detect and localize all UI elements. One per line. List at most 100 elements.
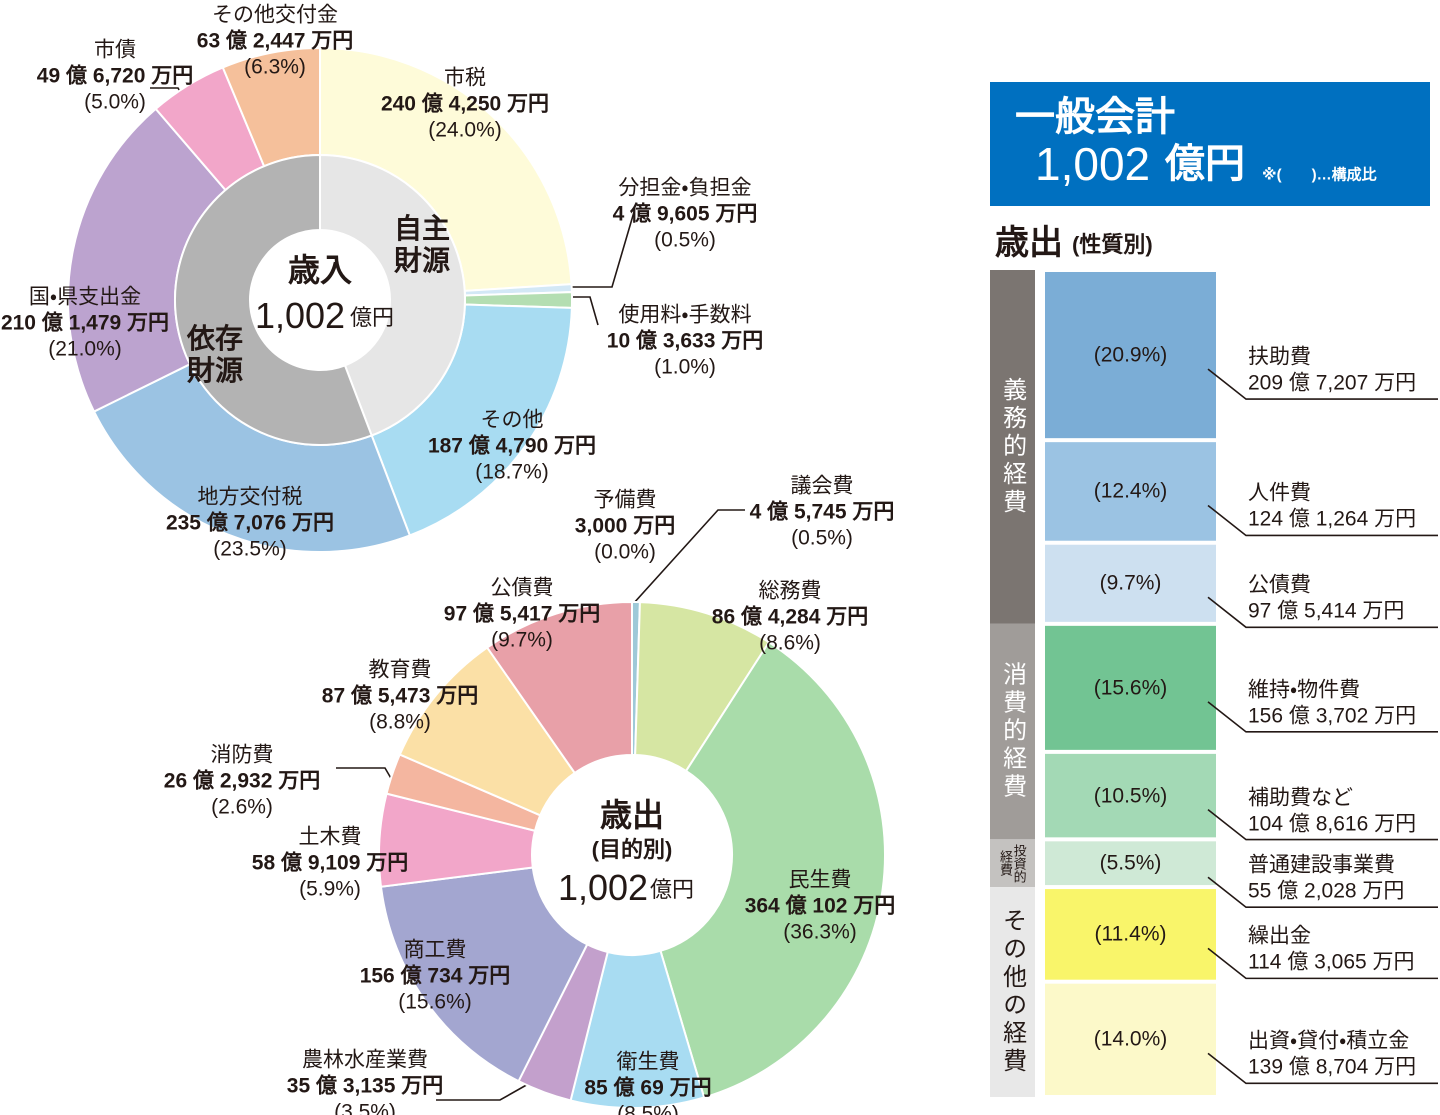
leader-line (1207, 504, 1438, 537)
header-title: 一般会計 (1015, 95, 1175, 139)
slice-amount: 187 億 4,790 万円 (427, 434, 597, 458)
bar-amount: 156 億 3,702 万円 (1248, 704, 1417, 728)
ring-label: 依存財源 (186, 322, 244, 386)
center-subtitle: (目的別) (591, 837, 673, 862)
slice-amount: 4 億 9,605 万円 (612, 202, 758, 226)
leader-line (1207, 808, 1438, 841)
slice-percent: (0.0%) (594, 540, 656, 564)
group-band (990, 839, 1035, 888)
group-label: 投資的経費 (998, 843, 1027, 883)
slice-amount: 4 億 5,745 万円 (749, 500, 895, 524)
group-band (990, 623, 1035, 840)
slice-percent: (8.5%) (617, 1102, 679, 1115)
slice-name: 予備費 (593, 488, 657, 512)
slice-percent: (23.5%) (213, 537, 287, 561)
slice-name: 地方交付税 (197, 485, 303, 509)
bar-percent: (20.9%) (1093, 343, 1168, 367)
slice-percent: (5.9%) (299, 877, 361, 901)
slice-name: 公債費 (490, 576, 554, 600)
donut-hole (532, 755, 732, 955)
group-label: 義務的経費 (998, 376, 1026, 517)
slice-percent: (24.0%) (428, 118, 502, 142)
slice-percent: (21.0%) (48, 337, 122, 361)
slice-percent: (18.7%) (475, 460, 549, 484)
bar-segment (1045, 442, 1216, 541)
slice-amount: 58 億 9,109 万円 (251, 851, 409, 875)
leader-line (632, 509, 745, 605)
slice-percent: (3.5%) (334, 1100, 396, 1115)
bar-percent: (10.5%) (1093, 784, 1168, 808)
slice-name: 衛生費 (616, 1050, 680, 1074)
slice-name: 市債 (94, 38, 136, 62)
bar-name: 人件費 (1248, 481, 1311, 505)
group-label: その他の経費 (998, 908, 1026, 1077)
slice-name: 教育費 (368, 658, 432, 682)
center-unit: 億円 (649, 877, 695, 902)
slice-name: 民生費 (788, 868, 852, 892)
bar-segment (1045, 753, 1216, 838)
leader-line (436, 1082, 531, 1101)
bar-segment (1045, 983, 1216, 1095)
center-total: 1,002 (254, 295, 346, 336)
slice-amount: 364 億 102 万円 (744, 894, 896, 918)
bar-amount: 104 億 8,616 万円 (1248, 812, 1417, 836)
bar-percent: (5.5%) (1099, 851, 1162, 875)
header-unit: 億円 (1165, 142, 1245, 186)
slice-percent: (6.3%) (244, 55, 306, 79)
leader-line (336, 767, 393, 781)
slice-name: 消防費 (210, 743, 274, 767)
slice-name: 商工費 (403, 938, 467, 962)
bar-amount: 55 億 2,028 万円 (1248, 879, 1405, 903)
slice-amount: 85 億 69 万円 (584, 1076, 712, 1100)
bar-amount: 209 億 7,207 万円 (1248, 371, 1417, 395)
center-title: 歳出 (599, 797, 665, 833)
header-box (990, 82, 1430, 206)
group-label: 消費的経費 (998, 661, 1026, 802)
donut-hole (250, 230, 390, 370)
bar-amount: 97 億 5,414 万円 (1248, 599, 1405, 623)
leader-line (1207, 368, 1438, 400)
leader-line (1207, 701, 1438, 733)
slice-name: 農林水産業費 (302, 1048, 428, 1072)
slice-amount: 3,000 万円 (574, 514, 676, 538)
bar-segment (1045, 889, 1216, 980)
slice-amount: 87 億 5,473 万円 (321, 684, 479, 708)
bar-percent: (15.6%) (1093, 676, 1168, 700)
slice-percent: (1.0%) (654, 355, 716, 379)
bar-percent: (9.7%) (1099, 571, 1162, 595)
bar-name: 扶助費 (1248, 345, 1311, 369)
slice-percent: (2.6%) (211, 795, 273, 819)
slice-amount: 26 億 2,932 万円 (163, 769, 321, 793)
center-unit: 億円 (349, 305, 395, 330)
slice-amount: 235 億 7,076 万円 (165, 511, 335, 535)
slice-amount: 156 億 734 万円 (359, 964, 511, 988)
bar-name: 繰出金 (1248, 924, 1311, 948)
bar-percent: (12.4%) (1093, 479, 1168, 503)
slice-name: 使用料・手数料 (618, 303, 752, 327)
bar-segment (1045, 272, 1216, 439)
slice-amount: 35 億 3,135 万円 (286, 1074, 444, 1098)
slice-name: 総務費 (758, 579, 822, 603)
slice-percent: (5.0%) (84, 90, 146, 114)
bar-name: 維持・物件費 (1248, 678, 1361, 702)
center-title: 歳入 (287, 252, 353, 288)
slice-amount: 210 億 1,479 万円 (0, 311, 170, 335)
slice-name: 土木費 (298, 825, 362, 849)
slice-percent: (8.8%) (369, 710, 431, 734)
leader-line (1207, 1052, 1438, 1085)
leader-line (572, 296, 599, 326)
slice-amount: 86 億 4,284 万円 (711, 605, 869, 629)
slice-name: その他交付金 (212, 3, 338, 27)
bar-segment (1045, 841, 1216, 886)
bar-segment (1045, 625, 1216, 750)
group-band (990, 887, 1035, 1097)
leader-line (1207, 876, 1438, 909)
leader-line (1207, 947, 1438, 980)
slice-amount: 63 億 2,447 万円 (196, 29, 354, 53)
slice-percent: (0.5%) (654, 228, 716, 252)
bar-name: 補助費など (1248, 786, 1353, 810)
bar-amount: 124 億 1,264 万円 (1248, 507, 1417, 531)
slice-amount: 240 億 4,250 万円 (380, 92, 550, 116)
